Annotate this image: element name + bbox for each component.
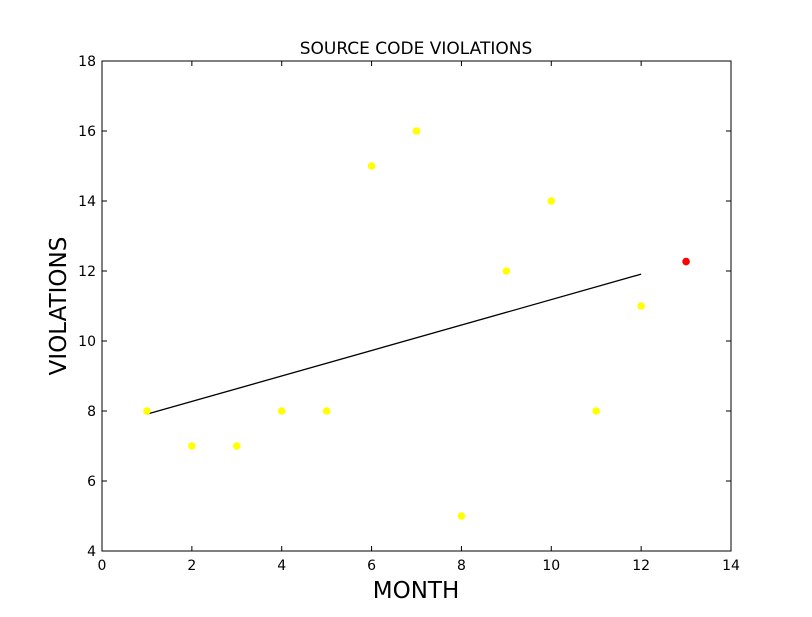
y-tick-label: 14 <box>78 194 96 210</box>
y-tick-label: 16 <box>78 124 96 140</box>
data-point <box>277 407 286 415</box>
x-tick-label: 0 <box>98 558 107 574</box>
y-axis-label: VIOLATIONS <box>46 237 72 376</box>
x-tick-label: 10 <box>542 558 560 574</box>
y-tick-label: 10 <box>78 334 96 350</box>
x-axis-label: MONTH <box>373 578 460 604</box>
data-point <box>502 267 511 275</box>
data-point <box>143 407 151 415</box>
chart-title: SOURCE CODE VIOLATIONS <box>300 39 533 59</box>
x-tick-label: 2 <box>187 558 196 574</box>
x-tick-label: 14 <box>722 558 740 574</box>
predicted-point <box>682 257 690 266</box>
data-point <box>637 302 645 310</box>
y-tick-label: 6 <box>87 474 96 490</box>
data-point <box>322 407 331 415</box>
data-point <box>232 442 241 450</box>
data-point <box>367 162 376 170</box>
x-tick-label: 4 <box>277 558 286 574</box>
data-point <box>592 407 601 415</box>
y-tick-label: 18 <box>78 54 96 70</box>
axis-ticks: 0 2 4 6 8 10 12 14 4 6 8 10 12 14 16 18 <box>78 54 740 574</box>
x-tick-label: 8 <box>457 558 466 574</box>
y-tick-label: 8 <box>87 404 96 420</box>
data-point <box>457 512 466 520</box>
y-tick-label: 4 <box>87 544 96 560</box>
data-point <box>547 197 556 205</box>
data-marks <box>143 127 690 520</box>
data-point <box>412 127 421 135</box>
x-tick-label: 6 <box>367 558 376 574</box>
data-point <box>188 442 196 450</box>
y-tick-label: 12 <box>78 264 96 280</box>
x-tick-label: 12 <box>632 558 650 574</box>
plot-frame <box>101 60 732 552</box>
trend-line <box>146 273 642 415</box>
